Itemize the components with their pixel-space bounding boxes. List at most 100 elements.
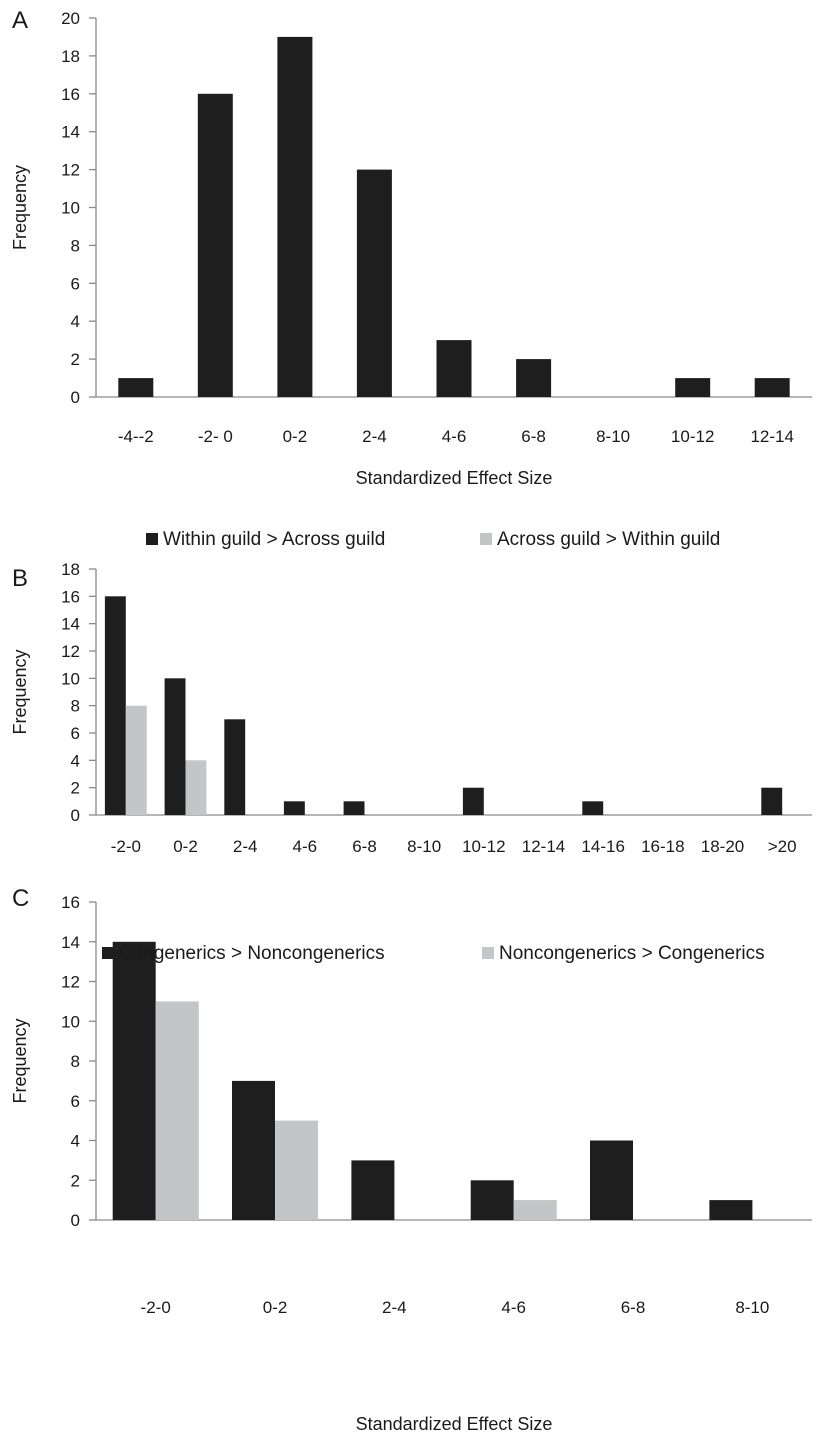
x-tick-label: 0-2 [263,1298,288,1317]
bar-a-s0-1 [197,93,233,398]
bar-b-s0-3 [283,801,305,815]
x-tick-label: -2-0 [141,1298,171,1317]
chart-panel-a: A 0 2 4 6 8 10 12 14 16 18 20 -4--2 -2- 0 0-2 2-4 4-6 6-8… [10,7,812,488]
x-tick-label: 2-4 [362,427,387,446]
y-tick-label: 16 [61,85,80,104]
bar-b-s0-8 [582,801,604,815]
bar-a-s0-0 [118,378,154,397]
y-axis-title: Frequency [10,165,30,250]
x-tick-label: 6-8 [621,1298,646,1317]
x-tick-label: 6-8 [521,427,546,446]
y-tick-label: 4 [71,751,80,770]
x-tick-label: 10-12 [462,837,505,856]
y-tick-label: 10 [61,1012,80,1031]
legend: Within guild > Across guild Across guild … [146,529,720,550]
y-tick-label: 0 [71,806,80,825]
legend: Congenerics > Noncongenerics Noncongeneri… [102,943,765,964]
y-tick-label: 16 [61,587,80,606]
y-tick-label: 0 [71,1211,80,1230]
x-tick-label: 12-14 [750,427,793,446]
bar-a-s0-8 [754,378,790,397]
panel-label: C [12,885,29,912]
x-tick-label: 10-12 [671,427,714,446]
bar-b-s0-11 [761,787,783,815]
y-tick-label: 12 [61,642,80,661]
y-tick-label: 16 [61,893,80,912]
x-tick-label: 0-2 [283,427,308,446]
y-tick-label: 8 [71,1052,80,1071]
y-tick-label: 12 [61,161,80,180]
legend-swatch [102,947,114,959]
x-tick-label: 12-14 [522,837,565,856]
legend-label: Within guild > Across guild [163,529,385,550]
x-tick-label: 2-4 [382,1298,407,1317]
y-tick-label: 2 [71,1171,80,1190]
y-tick-label: 2 [71,350,80,369]
x-tick-label: 0-2 [173,837,198,856]
bar-c-s1-0 [155,1001,199,1220]
legend-swatch [146,533,158,545]
y-tick-label: 14 [61,615,80,634]
y-axis-title: Frequency [10,649,30,734]
y-tick-label: 2 [71,779,80,798]
x-tick-label: -2-0 [111,837,141,856]
x-tick-label: 4-6 [293,837,318,856]
y-tick-label: 6 [71,274,80,293]
bar-a-s0-4 [436,340,472,397]
x-tick-label: 4-6 [501,1298,526,1317]
y-tick-label: 4 [71,1132,80,1151]
bar-a-s0-2 [277,36,313,398]
bar-b-s1-0 [125,705,147,815]
x-tick-label: 8-10 [735,1298,769,1317]
x-tick-label: 8-10 [596,427,630,446]
y-tick-label: 6 [71,724,80,743]
x-axis-title: Standardized Effect Size [356,468,553,488]
bar-c-s0-4 [590,1140,633,1220]
x-tick-label: 16-18 [641,837,684,856]
x-tick-label: 2-4 [233,837,258,856]
bar-c-s0-3 [470,1180,514,1221]
bar-b-s1-1 [185,760,207,815]
panel-label: B [12,565,28,592]
bar-b-s0-6 [462,787,484,815]
x-tick-label: 6-8 [352,837,377,856]
bar-a-s0-3 [356,169,392,397]
chart-panel-c: C 0 2 4 6 8 10 12 14 16 -2-0 0-2 2-4 4-6 6-8 8-10 Freque… [10,885,812,1434]
x-tick-label: 8-10 [407,837,441,856]
bar-c-s1-1 [275,1120,318,1220]
x-tick-label: -2- 0 [198,427,233,446]
y-tick-label: 8 [71,236,80,255]
bar-c-s1-3 [513,1200,557,1220]
x-tick-label: 14-16 [581,837,624,856]
y-tick-label: 10 [61,669,80,688]
legend-swatch [482,947,494,959]
y-tick-label: 0 [71,388,80,407]
y-axis-title: Frequency [10,1018,30,1103]
y-tick-label: 20 [61,9,80,28]
y-tick-label: 8 [71,697,80,716]
bar-c-s0-2 [351,1160,395,1220]
bar-b-s0-4 [343,801,365,815]
chart-panel-b: B 0 2 4 6 8 10 12 14 16 18 -2-0 0-2 2-4 4-6 6-8 8-10 10-1… [10,529,812,856]
bar-c-s0-5 [709,1200,753,1220]
x-tick-label: 4-6 [442,427,467,446]
legend-label: Congenerics > Noncongenerics [119,943,385,964]
x-tick-label: -4--2 [118,427,154,446]
bar-c-s0-0 [112,941,156,1221]
bar-b-s0-0 [104,596,126,815]
y-tick-label: 6 [71,1092,80,1111]
y-tick-label: 18 [61,47,80,66]
bar-b-s0-1 [164,678,186,815]
y-tick-label: 18 [61,560,80,579]
legend-label: Noncongenerics > Congenerics [499,943,765,964]
y-tick-label: 4 [71,312,80,331]
x-axis-title: Standardized Effect Size [356,1414,553,1434]
x-tick-label: 18-20 [701,837,744,856]
legend-swatch [480,533,492,545]
legend-label: Across guild > Within guild [497,529,720,550]
y-tick-label: 10 [61,199,80,218]
y-tick-label: 14 [61,123,80,142]
bar-a-s0-5 [516,359,552,397]
bar-c-s0-1 [232,1080,275,1220]
